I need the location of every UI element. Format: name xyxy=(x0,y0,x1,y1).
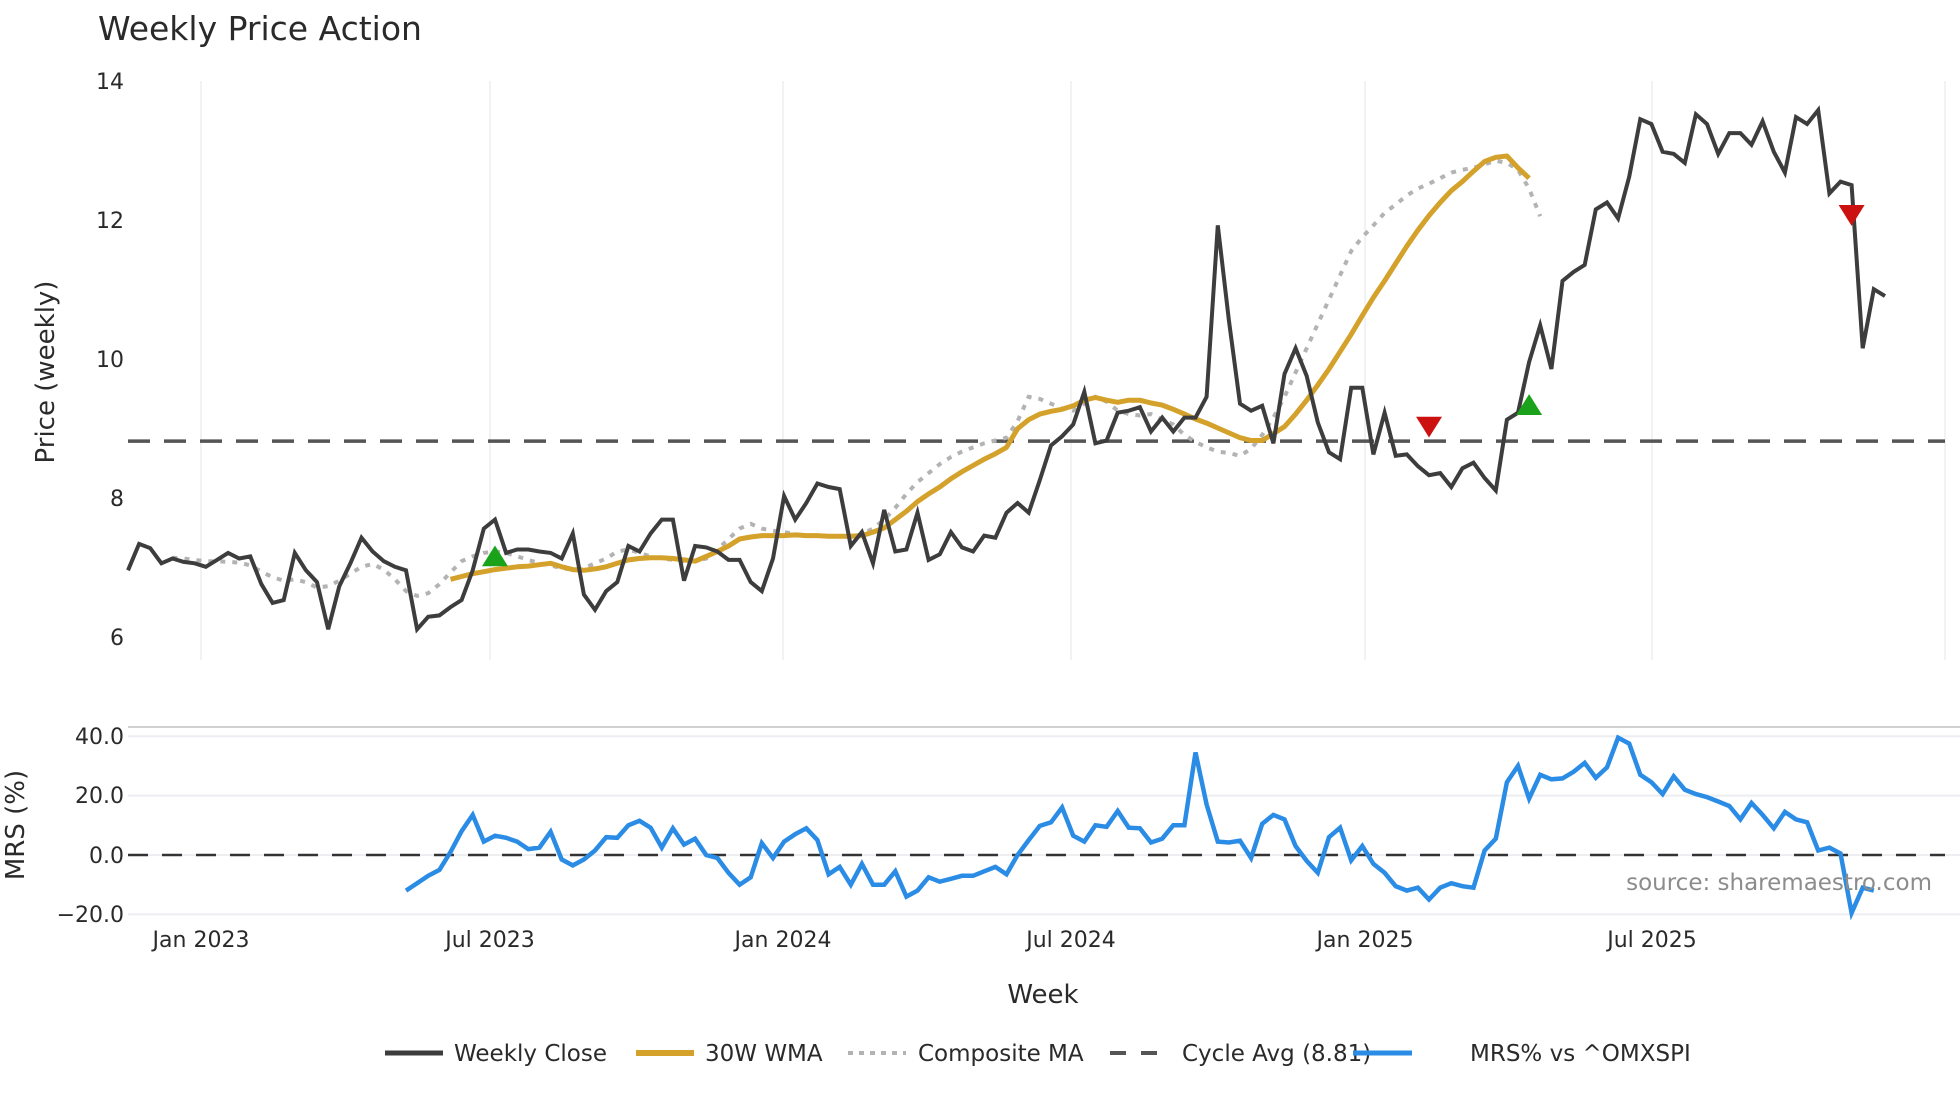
mrs-y-ticks: 40.0 20.0 0.0 −20.0 xyxy=(57,725,124,928)
legend-item-weekly-close[interactable]: Weekly Close xyxy=(385,1041,607,1067)
composite-ma-line xyxy=(172,158,1543,599)
wma-30w-line xyxy=(449,153,1531,582)
xtick: Jul 2024 xyxy=(1024,928,1116,953)
legend-label: 30W WMA xyxy=(705,1041,823,1067)
legend: Weekly Close 30W WMA Composite MA Cycle … xyxy=(385,1041,1691,1067)
price-ytick: 8 xyxy=(110,487,124,512)
xtick: Jan 2025 xyxy=(1315,928,1414,953)
x-axis-label: Week xyxy=(1007,980,1078,1010)
sell-signal-triangle-down-icon xyxy=(1838,205,1865,226)
mrs-ytick: −20.0 xyxy=(57,903,124,928)
legend-label: Weekly Close xyxy=(454,1041,607,1067)
buy-signal-triangle-up-icon xyxy=(1516,394,1543,415)
chart-title: Weekly Price Action xyxy=(98,9,422,48)
xtick: Jul 2025 xyxy=(1605,928,1697,953)
price-vertical-gridlines xyxy=(200,81,1946,660)
x-axis-ticks: Jan 2023 Jul 2023 Jan 2024 Jul 2024 Jan … xyxy=(151,928,1697,953)
legend-label: Composite MA xyxy=(918,1041,1084,1067)
weekly-close-line xyxy=(126,105,1887,634)
mrs-panel: 40.0 20.0 0.0 −20.0 MRS (%) source: shar… xyxy=(1,725,1960,928)
legend-item-composite-ma[interactable]: Composite MA xyxy=(848,1041,1084,1067)
xtick: Jan 2023 xyxy=(151,928,250,953)
price-ytick: 12 xyxy=(96,209,124,234)
price-panel: 14 12 10 8 6 Price (weekly) xyxy=(31,70,1946,660)
legend-label: Cycle Avg (8.81) xyxy=(1182,1041,1371,1067)
mrs-y-axis-label: MRS (%) xyxy=(1,770,31,880)
mrs-line xyxy=(404,734,1875,921)
price-ytick: 14 xyxy=(96,70,124,95)
price-ytick: 10 xyxy=(96,348,124,373)
legend-item-mrs[interactable]: MRS% vs ^OMXSPI xyxy=(1353,1041,1691,1067)
legend-label: MRS% vs ^OMXSPI xyxy=(1470,1041,1691,1067)
price-y-axis-label: Price (weekly) xyxy=(31,281,61,464)
legend-item-30w-wma[interactable]: 30W WMA xyxy=(636,1041,823,1067)
price-ytick: 6 xyxy=(110,626,124,651)
signal-markers xyxy=(481,205,1865,567)
xtick: Jan 2024 xyxy=(733,928,832,953)
buy-signal-triangle-up-icon xyxy=(481,545,508,567)
mrs-horizontal-gridlines xyxy=(128,735,1960,916)
legend-item-cycle-avg[interactable]: Cycle Avg (8.81) xyxy=(1110,1041,1371,1067)
price-y-ticks: 14 12 10 8 6 xyxy=(96,70,124,651)
source-annotation: source: sharemaestro.com xyxy=(1626,870,1932,896)
mrs-ytick: 40.0 xyxy=(75,725,124,750)
xtick: Jul 2023 xyxy=(443,928,535,953)
sell-signal-triangle-down-icon xyxy=(1416,416,1443,438)
mrs-ytick: 0.0 xyxy=(89,844,124,869)
mrs-ytick: 20.0 xyxy=(75,784,124,809)
